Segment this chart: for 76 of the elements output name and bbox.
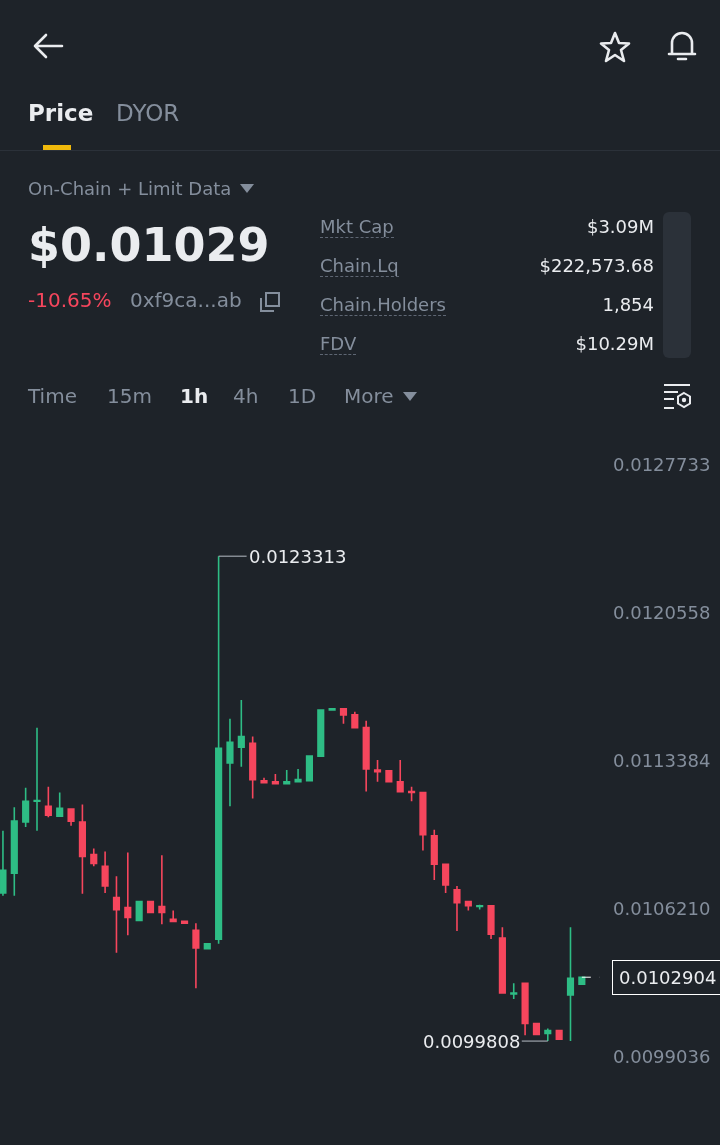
candlestick xyxy=(317,709,325,757)
candlestick xyxy=(90,847,98,868)
text: Mkt Cap xyxy=(320,216,394,238)
candlestick xyxy=(521,982,529,1037)
candlestick xyxy=(44,785,52,818)
candlestick xyxy=(78,803,86,895)
candlestick xyxy=(351,710,359,729)
candlestick xyxy=(339,708,348,725)
candlestick xyxy=(555,1029,563,1040)
candlestick xyxy=(67,808,75,827)
candlestick xyxy=(101,850,109,894)
candlestick xyxy=(33,726,41,832)
candlestick xyxy=(249,735,257,800)
y-tick-label: 0.0099036 xyxy=(613,1046,711,1068)
text: More xyxy=(344,384,394,408)
candlestick xyxy=(328,708,336,711)
candlestick xyxy=(192,922,200,990)
candlestick xyxy=(158,854,166,926)
candlestick xyxy=(305,755,313,782)
y-tick-label: 0.0120558 xyxy=(613,602,711,624)
text: On-Chain + Limit Data xyxy=(28,178,232,199)
text: 1D xyxy=(288,384,317,408)
text: 1,854 xyxy=(602,294,654,315)
candlestick xyxy=(260,777,268,784)
candlestick xyxy=(283,769,291,785)
candlestick xyxy=(442,863,450,894)
text: 15m xyxy=(107,384,152,408)
candlestick xyxy=(135,900,143,922)
candlestick xyxy=(0,830,7,897)
text: 1h xyxy=(180,384,209,408)
candlestick xyxy=(453,885,461,932)
candlestick xyxy=(498,926,506,994)
text: Chain.Lq xyxy=(320,255,399,277)
candlestick xyxy=(22,786,30,828)
text: Price xyxy=(28,100,94,126)
ref-line-label: 0.0102904 xyxy=(619,967,717,988)
candlestick xyxy=(215,555,223,945)
candlestick xyxy=(578,976,586,986)
text: -10.65% xyxy=(28,288,112,312)
candlestick xyxy=(237,699,245,768)
candlestick xyxy=(510,982,518,1000)
text: $10.29M xyxy=(575,333,654,354)
candlestick xyxy=(430,828,438,881)
text: Chain.Holders xyxy=(320,294,446,316)
text: 0xf9ca...ab xyxy=(130,288,242,312)
candlestick xyxy=(385,769,393,783)
text: DYOR xyxy=(116,100,180,126)
candlestick xyxy=(487,904,495,940)
y-tick-label: 0.0106210 xyxy=(613,898,711,920)
candlestick xyxy=(294,768,302,783)
candlestick xyxy=(464,900,472,912)
candlestick xyxy=(203,943,211,950)
text: FDV xyxy=(320,333,357,355)
text: $3.09M xyxy=(586,216,654,237)
text: $0.01029 xyxy=(28,218,270,272)
candlestick xyxy=(532,1022,541,1036)
y-tick-label: 0.0127733 xyxy=(613,454,711,476)
candlestick xyxy=(124,851,132,936)
candlestick xyxy=(373,759,382,783)
candlestick xyxy=(362,719,370,793)
candlestick xyxy=(544,1027,552,1042)
candlestick xyxy=(566,926,575,1042)
annotation: 0.0123313 xyxy=(249,546,347,567)
candlestick xyxy=(56,791,64,817)
candlestick xyxy=(146,900,155,914)
y-tick-label: 0.0113384 xyxy=(613,750,711,772)
candlestick xyxy=(419,791,427,852)
candlestick xyxy=(226,718,234,808)
text: 4h xyxy=(233,384,259,408)
candlestick xyxy=(169,909,177,923)
candlestick xyxy=(112,875,121,954)
candlestick xyxy=(396,759,404,793)
text: Time xyxy=(28,384,77,408)
candlestick xyxy=(10,806,18,897)
text: $222,573.68 xyxy=(539,255,654,276)
annotation: 0.0099808 xyxy=(423,1031,521,1052)
